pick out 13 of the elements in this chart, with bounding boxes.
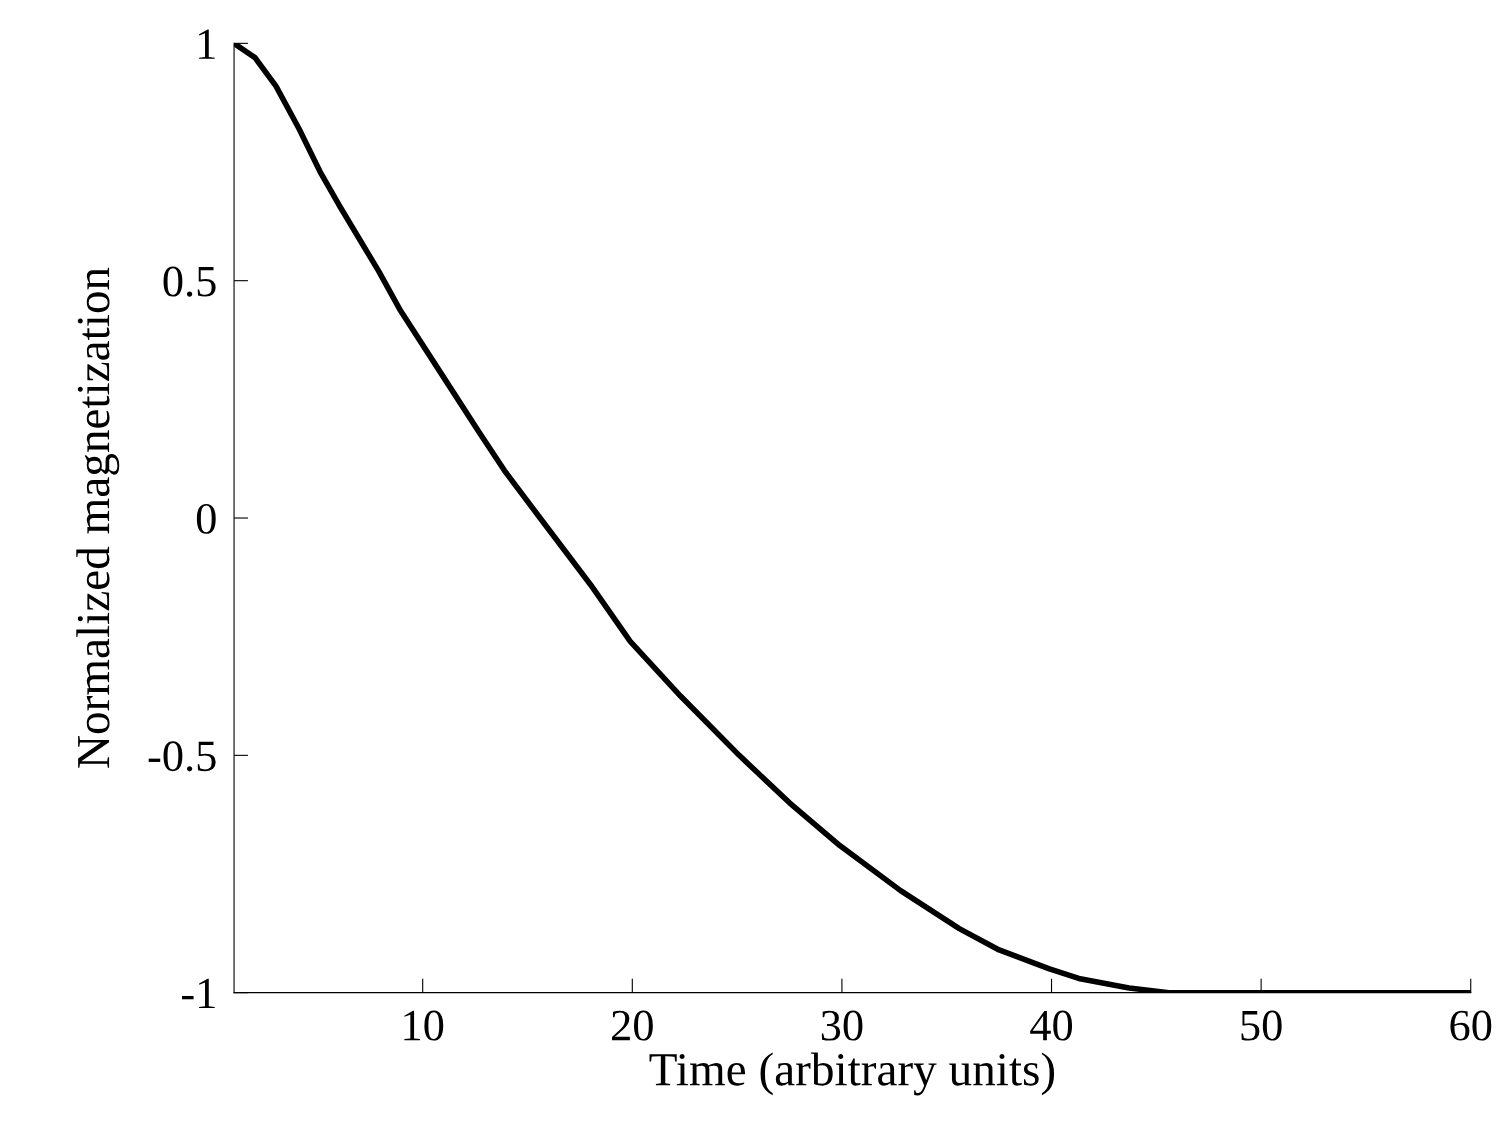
y-tick-label: -0.5 xyxy=(148,741,216,772)
y-tick-label: 0 xyxy=(196,503,216,534)
y-axis-title: Normalized magnetization xyxy=(76,267,120,768)
x-tick-label: 20 xyxy=(612,1010,653,1041)
y-tick-label: -1 xyxy=(182,978,215,1009)
x-tick-label: 40 xyxy=(1030,1010,1073,1041)
x-axis-title: Time (arbitrary units) xyxy=(649,1052,1055,1096)
x-tick-label: 30 xyxy=(821,1010,863,1041)
x-tick-label: 50 xyxy=(1241,1010,1282,1041)
x-tick-label: 10 xyxy=(404,1010,444,1041)
y-tick-label: 1 xyxy=(199,29,215,59)
x-tick-label: 60 xyxy=(1450,1010,1492,1041)
y-tick-label: 0.5 xyxy=(163,266,216,297)
